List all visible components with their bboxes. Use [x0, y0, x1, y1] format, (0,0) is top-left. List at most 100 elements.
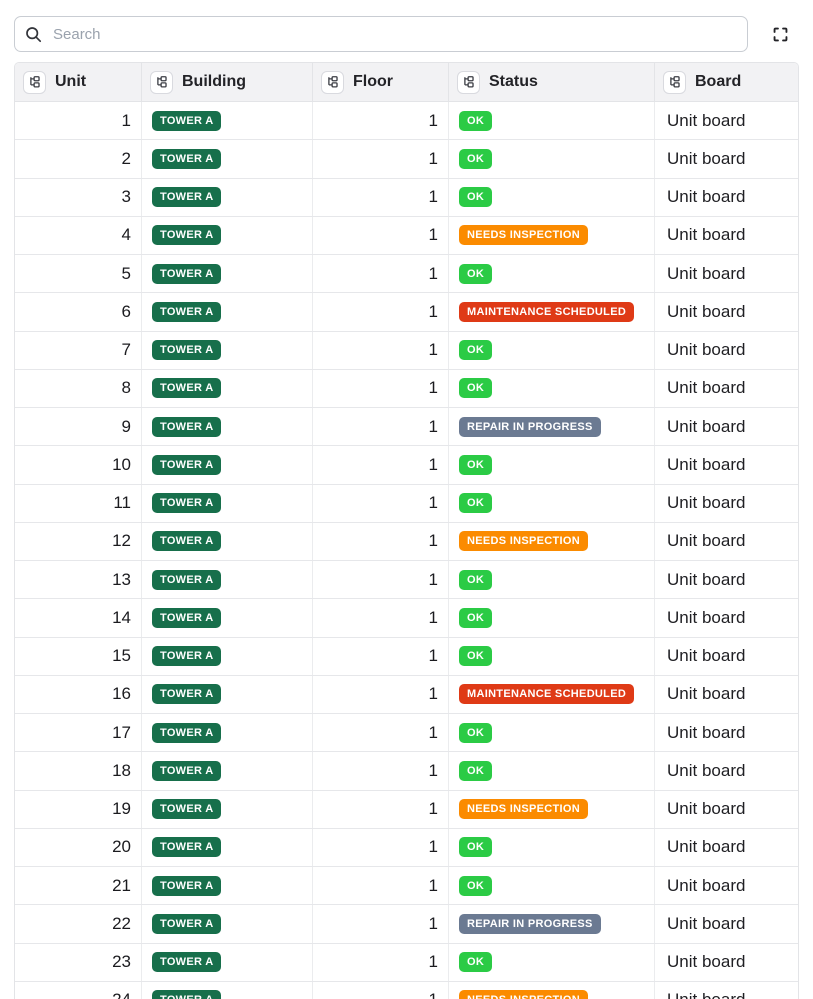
building-cell[interactable]: TOWER A	[141, 331, 312, 369]
search-input[interactable]	[51, 24, 737, 44]
board-link[interactable]: Unit board	[667, 531, 746, 551]
board-link[interactable]: Unit board	[667, 187, 746, 207]
status-cell[interactable]: OK	[448, 867, 654, 905]
fullscreen-button[interactable]	[770, 24, 791, 45]
building-cell[interactable]: TOWER A	[141, 752, 312, 790]
status-badge[interactable]: NEEDS INSPECTION	[459, 531, 588, 552]
status-badge[interactable]: REPAIR IN PROGRESS	[459, 913, 601, 934]
building-cell[interactable]: TOWER A	[141, 522, 312, 560]
status-cell[interactable]: OK	[448, 637, 654, 675]
board-link[interactable]: Unit board	[667, 684, 746, 704]
board-link[interactable]: Unit board	[667, 913, 746, 933]
building-cell[interactable]: TOWER A	[141, 714, 312, 752]
status-cell[interactable]: NEEDS INSPECTION	[448, 522, 654, 560]
board-link[interactable]: Unit board	[667, 416, 746, 436]
status-badge[interactable]: OK	[459, 646, 493, 667]
status-cell[interactable]: OK	[448, 369, 654, 407]
board-link[interactable]: Unit board	[667, 990, 745, 999]
building-badge[interactable]: TOWER A	[152, 340, 222, 361]
building-cell[interactable]: TOWER A	[141, 943, 312, 981]
board-link[interactable]: Unit board	[667, 799, 746, 819]
status-cell[interactable]: OK	[448, 178, 654, 216]
column-header-unit[interactable]: Unit	[15, 63, 141, 101]
building-cell[interactable]: TOWER A	[141, 369, 312, 407]
building-badge[interactable]: TOWER A	[152, 990, 222, 999]
status-badge[interactable]: OK	[459, 454, 493, 475]
status-badge[interactable]: NEEDS INSPECTION	[459, 799, 588, 820]
column-header-board[interactable]: Board	[654, 63, 798, 101]
column-header-floor[interactable]: Floor	[312, 63, 448, 101]
status-cell[interactable]: OK	[448, 102, 654, 140]
board-link[interactable]: Unit board	[667, 340, 746, 360]
status-cell[interactable]: OK	[448, 561, 654, 599]
building-badge[interactable]: TOWER A	[152, 913, 222, 934]
status-cell[interactable]: OK	[448, 714, 654, 752]
column-settings-button[interactable]	[457, 70, 480, 94]
status-cell[interactable]: REPAIR IN PROGRESS	[448, 408, 654, 446]
status-badge[interactable]: OK	[459, 187, 493, 208]
board-link[interactable]: Unit board	[667, 301, 746, 321]
building-cell[interactable]: TOWER A	[141, 140, 312, 178]
building-cell[interactable]: TOWER A	[141, 216, 312, 254]
building-badge[interactable]: TOWER A	[152, 646, 222, 667]
building-cell[interactable]: TOWER A	[141, 790, 312, 828]
search-box[interactable]	[14, 16, 748, 52]
board-link[interactable]: Unit board	[667, 952, 746, 972]
status-cell[interactable]: NEEDS INSPECTION	[448, 790, 654, 828]
building-badge[interactable]: TOWER A	[152, 837, 222, 858]
status-badge[interactable]: OK	[459, 148, 493, 169]
building-cell[interactable]: TOWER A	[141, 867, 312, 905]
board-link[interactable]: Unit board	[667, 225, 746, 245]
building-badge[interactable]: TOWER A	[152, 416, 222, 437]
column-settings-button[interactable]	[321, 70, 344, 94]
building-cell[interactable]: TOWER A	[141, 178, 312, 216]
column-header-building[interactable]: Building	[141, 63, 312, 101]
board-link[interactable]: Unit board	[667, 148, 746, 168]
building-badge[interactable]: TOWER A	[152, 301, 222, 322]
building-badge[interactable]: TOWER A	[152, 454, 222, 475]
status-cell[interactable]: OK	[448, 599, 654, 637]
building-cell[interactable]: TOWER A	[141, 828, 312, 866]
building-cell[interactable]: TOWER A	[141, 293, 312, 331]
status-cell[interactable]: REPAIR IN PROGRESS	[448, 905, 654, 943]
status-badge[interactable]: OK	[459, 837, 493, 858]
board-link[interactable]: Unit board	[667, 263, 746, 283]
building-badge[interactable]: TOWER A	[152, 607, 222, 628]
column-settings-button[interactable]	[663, 70, 686, 94]
building-badge[interactable]: TOWER A	[152, 493, 222, 514]
column-header-status[interactable]: Status	[448, 63, 654, 101]
board-link[interactable]: Unit board	[667, 722, 746, 742]
status-badge[interactable]: OK	[459, 722, 493, 743]
building-badge[interactable]: TOWER A	[152, 187, 222, 208]
board-link[interactable]: Unit board	[667, 875, 746, 895]
board-link[interactable]: Unit board	[667, 569, 746, 589]
status-badge[interactable]: OK	[459, 263, 493, 284]
building-badge[interactable]: TOWER A	[152, 722, 222, 743]
board-link[interactable]: Unit board	[667, 493, 746, 513]
status-badge[interactable]: NEEDS INSPECTION	[459, 225, 588, 246]
building-badge[interactable]: TOWER A	[152, 378, 222, 399]
building-badge[interactable]: TOWER A	[152, 684, 222, 705]
status-cell[interactable]: OK	[448, 828, 654, 866]
status-cell[interactable]: OK	[448, 140, 654, 178]
status-badge[interactable]: REPAIR IN PROGRESS	[459, 416, 601, 437]
status-badge[interactable]: MAINTENANCE SCHEDULED	[459, 301, 635, 322]
building-cell[interactable]: TOWER A	[141, 637, 312, 675]
building-badge[interactable]: TOWER A	[152, 875, 222, 896]
building-cell[interactable]: TOWER A	[141, 675, 312, 713]
status-cell[interactable]: MAINTENANCE SCHEDULED	[448, 293, 654, 331]
building-cell[interactable]: TOWER A	[141, 484, 312, 522]
status-cell[interactable]: OK	[448, 331, 654, 369]
building-cell[interactable]: TOWER A	[141, 408, 312, 446]
board-link[interactable]: Unit board	[667, 607, 746, 627]
status-cell[interactable]: OK	[448, 943, 654, 981]
building-cell[interactable]: TOWER A	[141, 981, 312, 999]
building-cell[interactable]: TOWER A	[141, 255, 312, 293]
status-badge[interactable]: OK	[459, 378, 493, 399]
status-badge[interactable]: OK	[459, 340, 493, 361]
status-badge[interactable]: NEEDS INSPECTION	[459, 990, 588, 999]
status-badge[interactable]: OK	[459, 760, 493, 781]
status-cell[interactable]: MAINTENANCE SCHEDULED	[448, 675, 654, 713]
building-cell[interactable]: TOWER A	[141, 561, 312, 599]
status-badge[interactable]: MAINTENANCE SCHEDULED	[459, 684, 635, 705]
